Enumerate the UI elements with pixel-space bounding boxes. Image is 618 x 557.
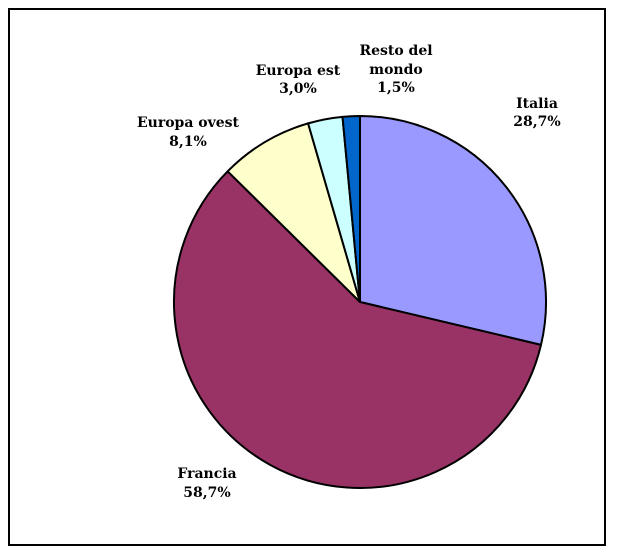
slice-label-italia: Italia 28,7% <box>513 96 560 130</box>
pie-slice-francia <box>173 170 542 489</box>
pie-slice-italia <box>359 115 547 346</box>
slice-label-europa-est: Europa est 3,0% <box>256 63 341 97</box>
slice-label-francia: Francia 58,7% <box>177 466 236 501</box>
pie-slice-europa-ovest <box>226 122 361 303</box>
pie-slice-resto-del-mondo <box>341 115 361 303</box>
slice-label-resto-del-mondo: Resto del mondo 1,5% <box>359 43 432 96</box>
slice-label-europa-ovest: Europa ovest 8,1% <box>137 115 240 150</box>
